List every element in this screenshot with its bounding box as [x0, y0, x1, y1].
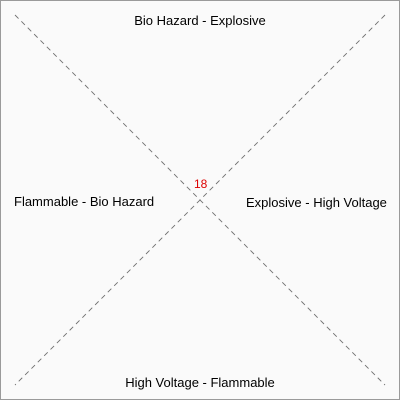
quadrant-label-top: Bio Hazard - Explosive	[134, 13, 266, 28]
quadrant-label-bottom: High Voltage - Flammable	[125, 375, 275, 390]
quadrant-label-left: Flammable - Bio Hazard	[14, 194, 155, 209]
diagonal-line-top-right-to-bottom-left	[14, 14, 386, 386]
center-value: 18	[194, 177, 208, 191]
quadrant-label-right: Explosive - High Voltage	[246, 195, 387, 210]
